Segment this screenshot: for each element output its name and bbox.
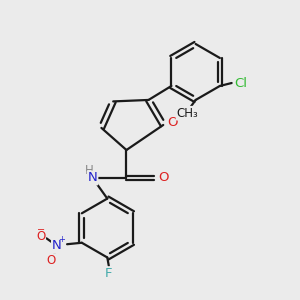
Text: CH₃: CH₃	[176, 107, 198, 120]
Text: N: N	[88, 172, 98, 184]
Text: N: N	[52, 239, 62, 252]
Text: +: +	[58, 235, 64, 244]
Text: Cl: Cl	[234, 76, 247, 89]
Text: O: O	[36, 230, 45, 243]
Text: −: −	[37, 224, 45, 235]
Text: O: O	[46, 254, 56, 267]
Text: O: O	[158, 172, 169, 184]
Text: H: H	[85, 164, 94, 177]
Text: O: O	[167, 116, 178, 128]
Text: F: F	[105, 267, 112, 280]
